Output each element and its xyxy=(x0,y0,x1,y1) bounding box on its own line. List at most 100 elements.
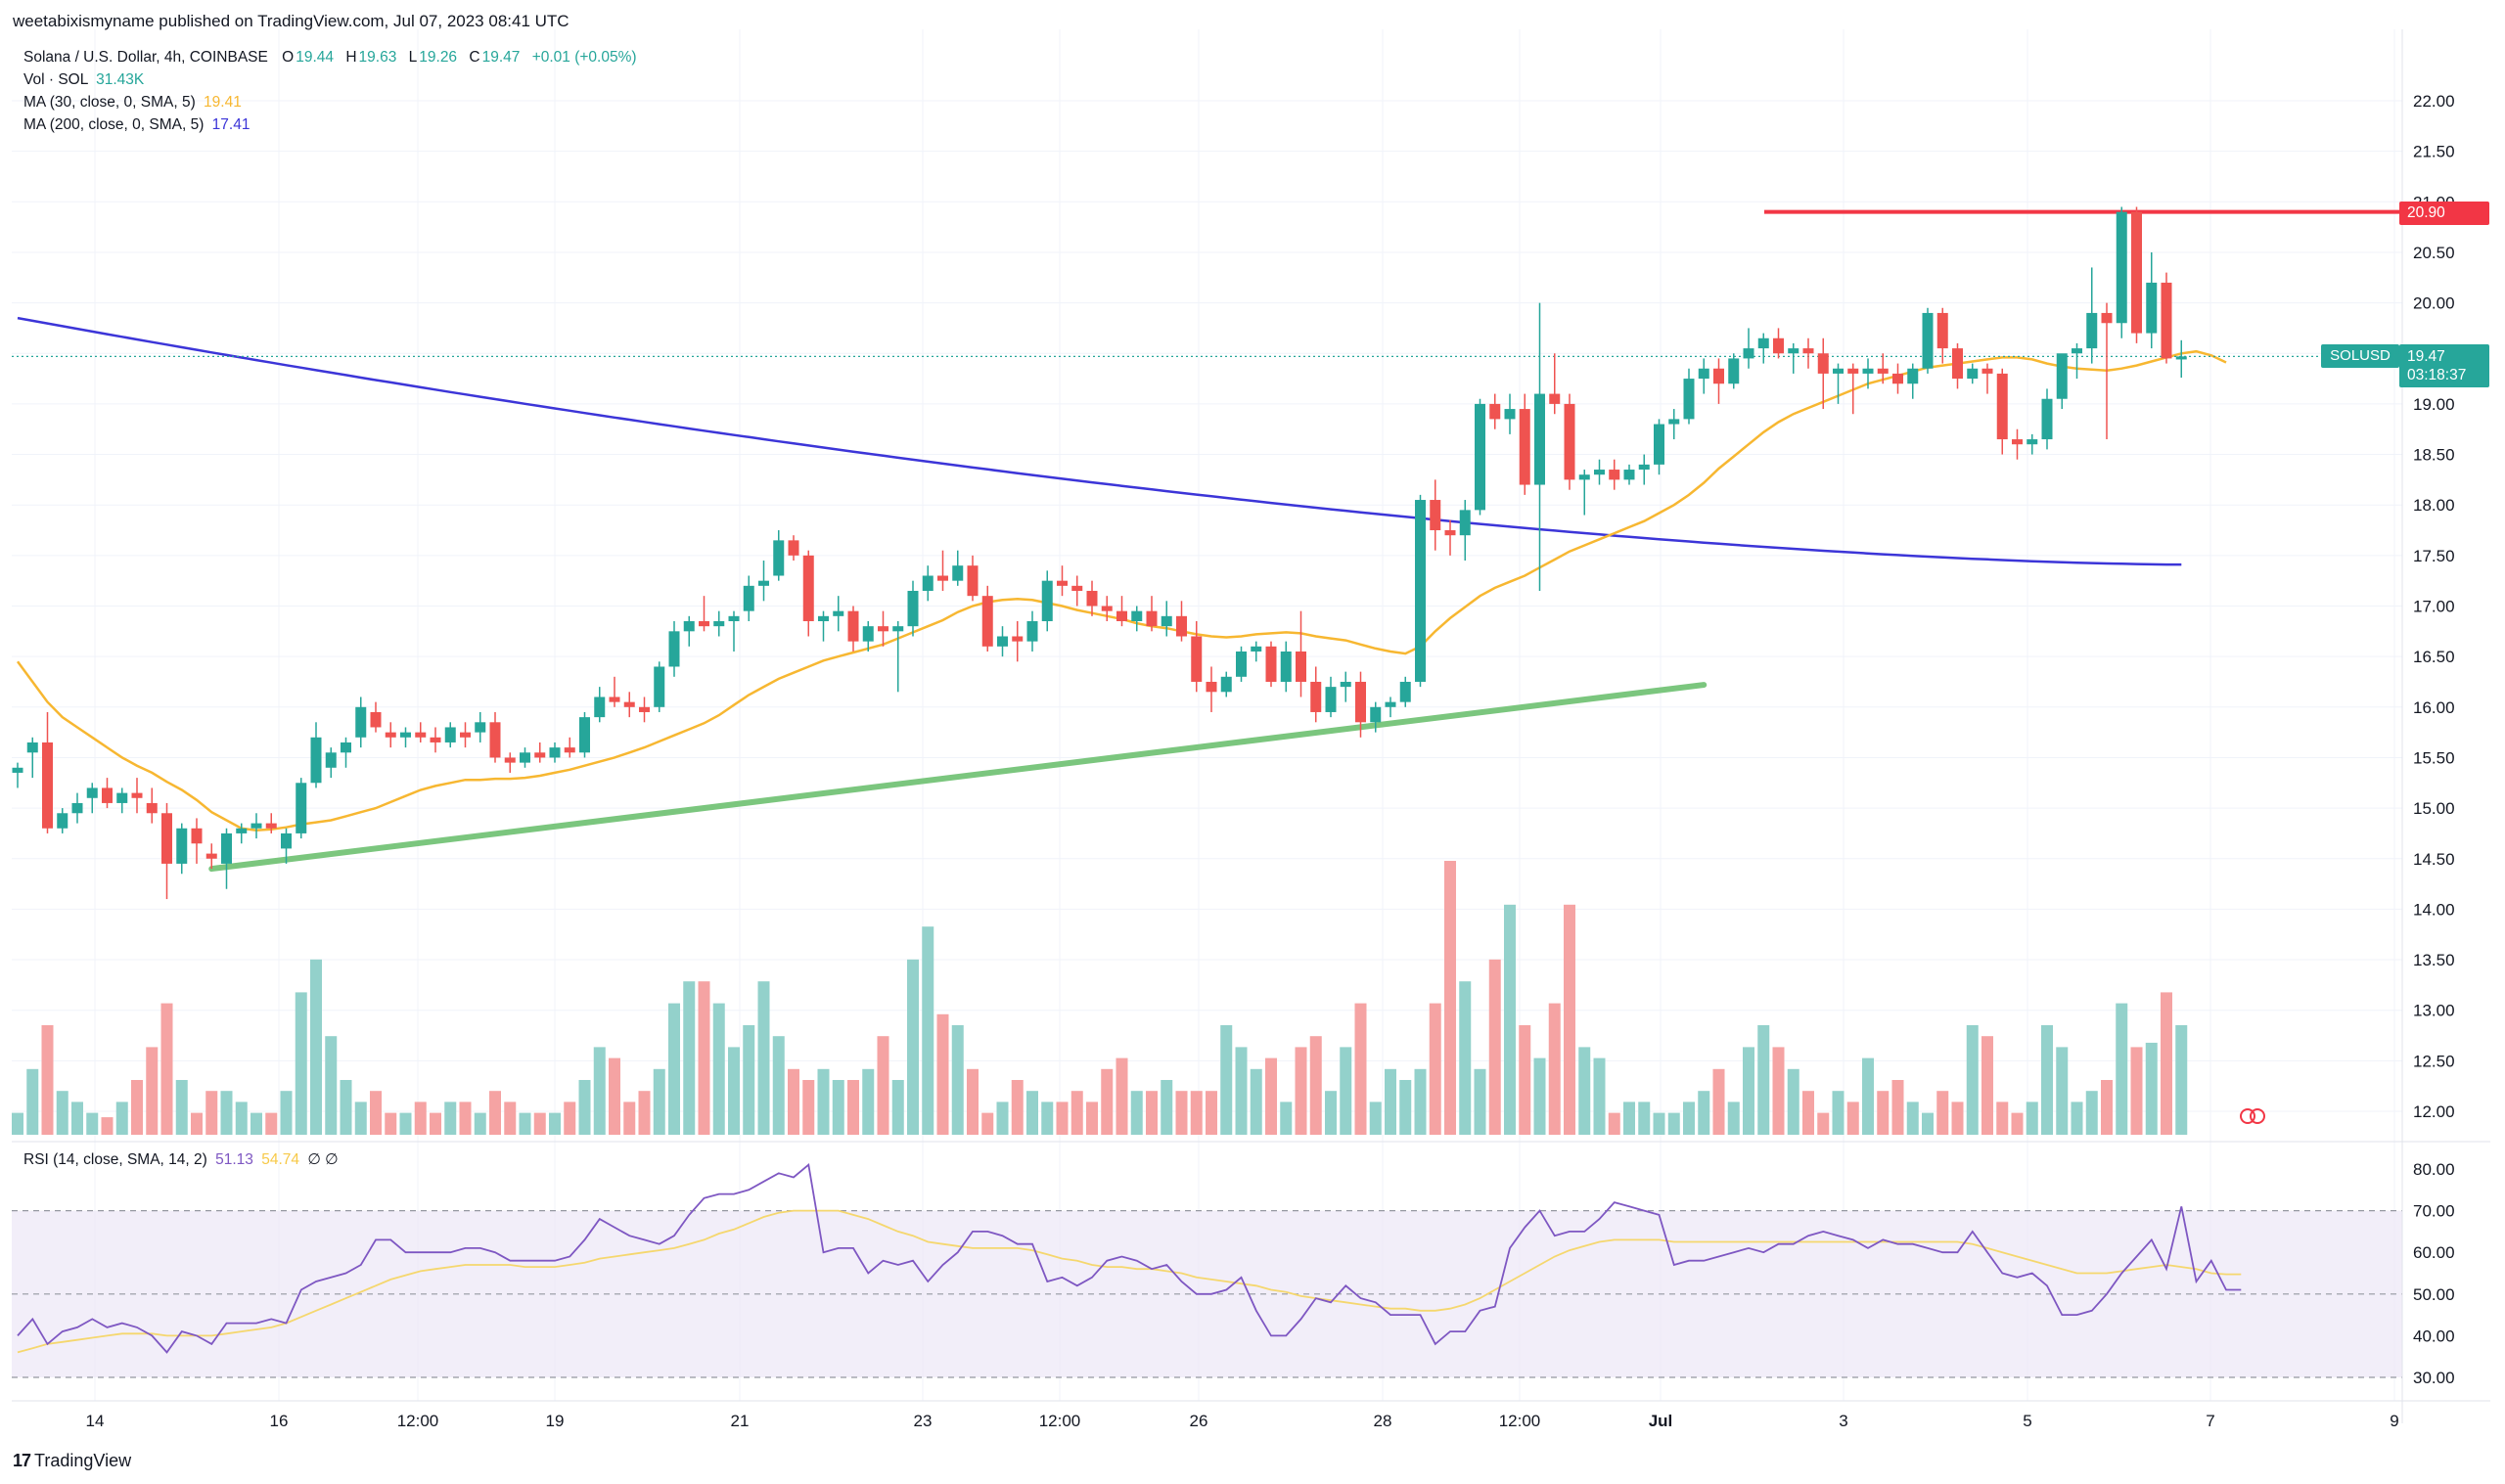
volume-bar xyxy=(1846,1102,1859,1135)
volume-bar xyxy=(1488,959,1501,1135)
time-tick-label: 23 xyxy=(914,1412,933,1430)
volume-bar xyxy=(12,1112,23,1135)
candle-body xyxy=(1578,474,1590,480)
time-tick-label: 12:00 xyxy=(1039,1412,1081,1430)
candle-body xyxy=(1862,368,1874,374)
candle-body xyxy=(1654,424,1664,465)
candle-body xyxy=(131,792,143,798)
candle-body xyxy=(57,813,68,829)
candle-body xyxy=(146,802,158,814)
time-tick-label: 14 xyxy=(86,1412,105,1430)
rsi-legend[interactable]: RSI (14, close, SMA, 14, 2) 51.13 54.74 … xyxy=(23,1151,339,1168)
candle-body xyxy=(728,615,740,621)
volume-bar xyxy=(757,981,770,1135)
candle-body xyxy=(86,787,98,798)
volume-bar xyxy=(1548,1003,1561,1135)
rsi-tick-label: 60.00 xyxy=(2413,1243,2455,1262)
volume-bar xyxy=(533,1112,546,1135)
candle-body xyxy=(967,565,979,597)
volume-legend[interactable]: Vol · SOL 31.43K xyxy=(23,71,145,88)
candle-body xyxy=(26,742,38,753)
candle-body xyxy=(2175,356,2187,360)
candle-body xyxy=(1415,500,1426,682)
volume-bar xyxy=(743,1025,755,1135)
volume-bar xyxy=(1130,1091,1143,1135)
volume-bar xyxy=(1474,1068,1486,1135)
candle-body xyxy=(281,832,292,849)
candle-body xyxy=(221,832,232,864)
time-tick-label: Jul xyxy=(1649,1412,1673,1430)
candle-body xyxy=(2041,398,2053,440)
brand-name: TradingView xyxy=(34,1451,132,1470)
low-value: 19.26 xyxy=(419,49,458,66)
volume-bar xyxy=(1250,1068,1262,1135)
volume-bar xyxy=(1906,1102,1919,1135)
candle-body xyxy=(564,747,575,753)
volume-bar xyxy=(1086,1102,1098,1135)
time-tick-label: 26 xyxy=(1190,1412,1208,1430)
time-tick-label: 28 xyxy=(1374,1412,1392,1430)
candle-body xyxy=(1206,681,1217,693)
open-value: 19.44 xyxy=(296,49,335,66)
volume-bar xyxy=(1951,1102,1964,1135)
volume-bar xyxy=(1026,1091,1038,1135)
candle-body xyxy=(1370,706,1382,723)
volume-bar xyxy=(2116,1003,2128,1135)
candle-body xyxy=(385,732,396,738)
volume-bar xyxy=(414,1102,427,1135)
volume-bar xyxy=(2056,1047,2069,1135)
price-tick-label: 15.00 xyxy=(2413,799,2455,818)
volume-bar xyxy=(205,1091,218,1135)
candle-body xyxy=(1981,368,1993,374)
volume-bar xyxy=(1996,1102,2009,1135)
candle-body xyxy=(997,636,1008,647)
volume-bar xyxy=(847,1080,859,1135)
volume-bar xyxy=(1220,1025,1233,1135)
candle-body xyxy=(1310,681,1322,712)
price-tick-label: 16.50 xyxy=(2413,648,2455,666)
rsi-line xyxy=(17,1163,2242,1354)
volume-bar xyxy=(1698,1091,1710,1135)
volume-bar xyxy=(1757,1025,1770,1135)
candle-body xyxy=(1444,530,1456,536)
volume-bar xyxy=(1922,1112,1934,1135)
candle-body xyxy=(1757,337,1769,349)
symbol-name[interactable]: Solana / U.S. Dollar, 4h, COINBASE xyxy=(23,49,268,66)
candle-body xyxy=(1623,470,1635,480)
price-tick-label: 13.50 xyxy=(2413,951,2455,969)
price-tick-label: 20.50 xyxy=(2413,244,2455,262)
dividend-flag-icon[interactable] xyxy=(2250,1108,2265,1124)
candle-body xyxy=(713,620,725,627)
volume-bar xyxy=(609,1057,620,1135)
candle-body xyxy=(907,591,919,627)
tradingview-logo-icon: 17 xyxy=(13,1451,31,1470)
volume-bar xyxy=(1340,1047,1352,1135)
candle-body xyxy=(654,666,665,707)
ma200-legend[interactable]: MA (200, close, 0, SMA, 5) 17.41 xyxy=(23,116,250,133)
volume-bar xyxy=(1608,1112,1620,1135)
volume-bar xyxy=(295,992,307,1135)
volume-bar xyxy=(1056,1102,1069,1135)
tradingview-brand[interactable]: 17 TradingView xyxy=(13,1451,131,1471)
candle-body xyxy=(116,792,128,803)
volume-bar xyxy=(1519,1025,1531,1135)
volume-bar xyxy=(1041,1102,1054,1135)
support-trendline xyxy=(208,682,1708,873)
volume-bar xyxy=(430,1112,441,1135)
candle-body xyxy=(802,555,814,621)
candle-body xyxy=(1743,348,1754,359)
candle-body xyxy=(1519,409,1530,485)
price-tick-label: 12.00 xyxy=(2413,1102,2455,1121)
volume-bar xyxy=(1459,981,1472,1135)
candle-body xyxy=(1399,681,1411,702)
price-tick-label: 19.00 xyxy=(2413,395,2455,414)
volume-bar xyxy=(1235,1047,1248,1135)
price-tick-label: 20.00 xyxy=(2413,294,2455,313)
volume-bar xyxy=(160,1003,173,1135)
ma30-legend[interactable]: MA (30, close, 0, SMA, 5) 19.41 xyxy=(23,94,242,111)
volume-bar xyxy=(578,1080,591,1135)
candle-body xyxy=(1638,464,1650,471)
volume-bar xyxy=(385,1112,397,1135)
candle-body xyxy=(594,697,606,718)
